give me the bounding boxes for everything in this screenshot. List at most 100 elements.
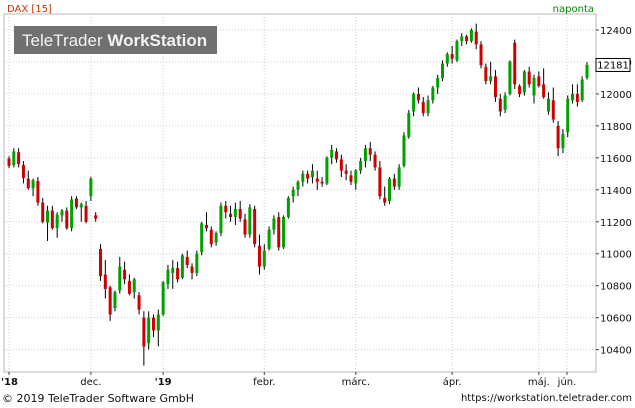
candle-body — [156, 314, 160, 331]
candle-body — [508, 61, 512, 94]
candle-body — [306, 173, 310, 179]
x-tick-label: '19 — [155, 377, 172, 388]
candle-body — [479, 44, 483, 66]
candle-body — [70, 199, 74, 229]
copyright-text: © 2019 TeleTrader Software GmbH — [2, 392, 195, 405]
candle-body — [46, 210, 50, 223]
candle-body — [99, 248, 103, 277]
candle-body — [546, 98, 550, 112]
candle-body — [513, 42, 517, 85]
candle-body — [566, 98, 570, 133]
candle-body — [416, 93, 420, 101]
candle-body — [26, 178, 30, 189]
y-tick-label: 11800 — [600, 122, 632, 133]
candle-body — [484, 66, 488, 82]
candle-body — [493, 76, 497, 98]
candle-body — [571, 93, 575, 101]
brand-logo: TeleTrader WorkStation — [14, 26, 217, 54]
candle-body — [89, 178, 93, 197]
candle-body — [407, 113, 411, 138]
website-link[interactable]: https://workstation.teletrader.com — [460, 393, 632, 404]
candle-body — [65, 210, 69, 229]
candle-body — [537, 76, 541, 86]
candle-body — [301, 173, 305, 182]
y-tick-label: 11200 — [600, 218, 632, 229]
candle-body — [12, 151, 16, 166]
candle-body — [132, 279, 136, 293]
candle-body — [55, 214, 59, 229]
candle-body — [257, 245, 261, 267]
y-tick-label: 12400 — [600, 26, 632, 37]
candle-body — [431, 87, 435, 101]
last-price-text: 12181 — [597, 60, 629, 71]
candle-body — [291, 189, 295, 197]
candle-body — [368, 148, 372, 155]
candle-body — [219, 205, 223, 233]
candle-body — [363, 148, 367, 162]
last-price-badge: 12181 — [595, 57, 631, 72]
candle-body — [233, 208, 237, 217]
svg-text:TeleTrader WorkStation: TeleTrader WorkStation — [22, 31, 207, 50]
x-tick-label: máj. — [528, 376, 550, 388]
candle-body — [397, 167, 401, 187]
x-tick-label: '18 — [1, 377, 18, 388]
candle-body — [282, 216, 286, 248]
candle-body — [195, 253, 199, 273]
candle-body — [127, 280, 131, 294]
candle-body — [441, 63, 444, 78]
candle-body — [21, 165, 25, 178]
candle-body — [551, 100, 555, 120]
candle-body — [190, 266, 194, 273]
candle-body — [575, 93, 579, 102]
candle-body — [36, 181, 40, 203]
candle-body — [262, 250, 266, 267]
y-tick-label: 10800 — [600, 282, 632, 293]
candle-body — [450, 53, 454, 59]
candle-body — [118, 266, 122, 291]
candle-body — [354, 170, 358, 184]
candle-body — [436, 77, 440, 88]
candle-body — [359, 161, 363, 171]
candle-body — [137, 295, 141, 310]
x-axis: '18 dec. '19 febr. márc. ápr. máj. jún. — [1, 372, 576, 388]
candle-body — [349, 175, 353, 182]
y-tick-label: 10400 — [600, 346, 632, 357]
candle-body — [402, 135, 406, 166]
candle-body — [392, 178, 396, 187]
candle-body — [248, 207, 252, 235]
candle-body — [335, 151, 339, 160]
brand-light: TeleTrader — [22, 31, 107, 50]
candle-body — [243, 219, 247, 235]
brand-bold: WorkStation — [107, 31, 207, 50]
candle-body — [383, 197, 387, 203]
candle-body — [176, 268, 180, 280]
candle-body — [41, 202, 45, 222]
candle-body — [152, 317, 155, 331]
candle-body — [426, 100, 430, 114]
candle-body — [277, 216, 281, 248]
candle-body — [171, 268, 175, 273]
candle-body — [74, 198, 78, 208]
candle-body — [108, 287, 112, 315]
candle-body — [50, 210, 54, 229]
candle-body — [166, 269, 170, 285]
candle-body — [325, 157, 329, 184]
candle-body — [421, 101, 425, 114]
candle-body — [498, 98, 502, 112]
candle-body — [503, 95, 507, 110]
candle-body — [330, 149, 334, 158]
candle-body — [113, 292, 117, 309]
candle-body — [185, 256, 189, 265]
candle-body — [94, 215, 98, 219]
candle-body — [272, 218, 276, 230]
x-tick-label: ápr. — [443, 376, 462, 388]
x-tick-label: márc. — [342, 376, 370, 388]
candle-body — [123, 269, 127, 280]
candle-body — [209, 229, 213, 245]
period-label: naponta — [553, 4, 594, 15]
candle-body — [373, 154, 377, 168]
y-axis: 10400 10600 10800 11000 11200 11400 11600 11800… — [596, 26, 632, 357]
y-tick-label: 11000 — [600, 250, 632, 261]
candle-body — [310, 170, 314, 178]
